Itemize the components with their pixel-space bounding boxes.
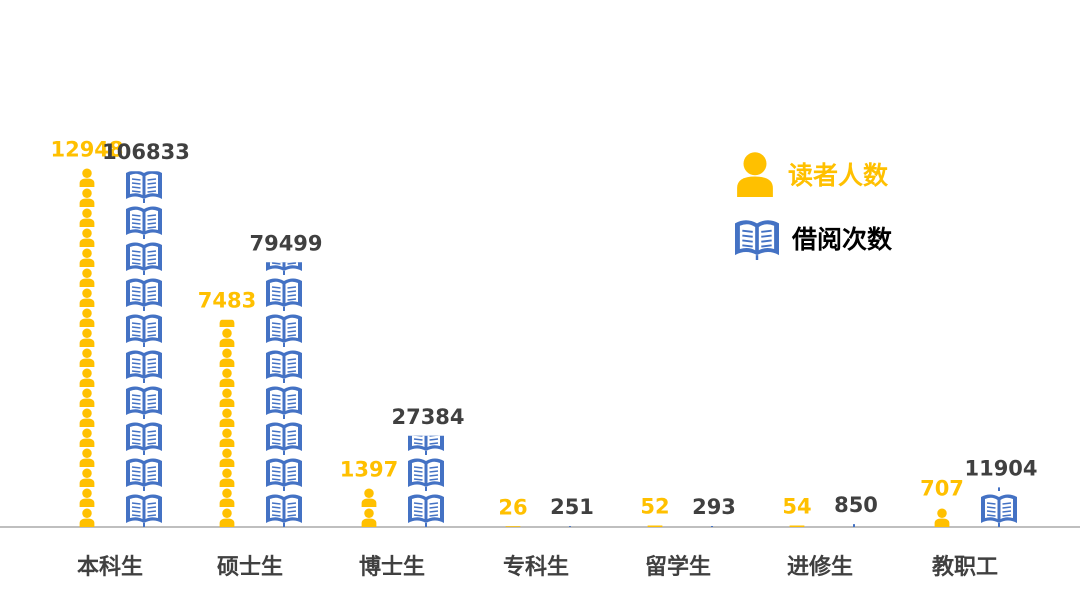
book-icon: [264, 349, 304, 383]
reader-value-label: 7483: [198, 289, 256, 313]
person-icon: [79, 288, 95, 307]
person-icon: [79, 348, 95, 367]
person-icon: [219, 328, 235, 347]
book-icon: [124, 457, 164, 491]
book-icon: [124, 313, 164, 347]
person-icon: [219, 428, 235, 447]
loan-value-label: 850: [834, 493, 878, 517]
person-icon: [219, 388, 235, 407]
book-icon: [981, 423, 1017, 456]
book-icon: [264, 457, 304, 491]
book-icon: [732, 216, 782, 260]
person-icon: [79, 368, 95, 387]
book-icon: [406, 457, 446, 491]
book-icon: [124, 385, 164, 419]
person-icon: [79, 228, 95, 247]
reader-value-label: 1397: [340, 457, 398, 481]
person-icon: [79, 208, 95, 227]
book-icon: [264, 421, 304, 455]
person-icon: [79, 488, 95, 507]
book-icon: [552, 459, 588, 492]
reader-bar: [219, 319, 235, 527]
book-icon: [124, 349, 164, 383]
person-icon: [219, 468, 235, 487]
person-icon: [79, 448, 95, 467]
book-icon: [406, 493, 446, 527]
book-icon: [124, 241, 164, 275]
legend-label-readers: 读者人数: [788, 161, 889, 190]
person-icon: [79, 328, 95, 347]
book-icon: [264, 277, 304, 311]
loan-value-label: 251: [550, 495, 594, 519]
person-icon: [732, 151, 778, 197]
legend-item-loans: 借阅次数: [732, 216, 892, 260]
person-icon: [79, 268, 95, 287]
reader-value-label: 26: [498, 495, 527, 519]
loan-value-label: 293: [692, 495, 736, 519]
book-icon: [694, 459, 730, 492]
person-icon: [219, 448, 235, 467]
book-icon: [124, 205, 164, 239]
book-icon: [264, 385, 304, 419]
reader-value-label: 54: [782, 495, 811, 519]
category-label: 博士生: [359, 554, 425, 580]
category-label: 进修生: [787, 554, 853, 580]
book-icon: [836, 459, 872, 492]
loan-bar: [124, 171, 164, 527]
category-label: 教职工: [932, 554, 998, 580]
book-icon: [124, 493, 164, 527]
person-icon: [79, 308, 95, 327]
person-icon: [934, 508, 950, 527]
book-icon: [979, 493, 1019, 527]
person-icon: [79, 408, 95, 427]
person-icon: [79, 508, 95, 527]
legend-item-readers: 读者人数: [732, 152, 892, 196]
person-icon: [79, 168, 95, 187]
category-label: 硕士生: [217, 555, 283, 580]
person-icon: [219, 408, 235, 427]
category-label: 专科生: [503, 554, 569, 580]
person-icon: [361, 488, 377, 507]
person-icon: [79, 188, 95, 207]
person-icon: [79, 468, 95, 487]
category-label: 本科生: [77, 555, 143, 580]
loan-value-label: 27384: [391, 405, 464, 429]
reader-value-label: 12948: [50, 137, 123, 161]
person-icon: [219, 368, 235, 387]
reader-value-label: 52: [640, 495, 669, 519]
reader-value-label: 707: [920, 476, 964, 500]
person-icon: [361, 508, 377, 527]
book-icon: [264, 313, 304, 347]
book-icon: [124, 171, 164, 203]
legend: 读者人数 借阅次数: [732, 152, 892, 280]
book-icon: [124, 421, 164, 455]
loan-value-label: 11904: [964, 456, 1037, 480]
legend-label-loans: 借阅次数: [792, 225, 893, 254]
person-icon: [79, 388, 95, 407]
person-icon: [219, 488, 235, 507]
person-icon: [219, 348, 235, 367]
book-icon: [264, 493, 304, 527]
person-icon: [219, 508, 235, 527]
loan-value-label: 79499: [249, 231, 322, 255]
reader-bar: [79, 168, 95, 527]
book-icon: [124, 277, 164, 311]
loan-value-label: 106833: [102, 140, 190, 164]
category-label: 留学生: [645, 554, 711, 580]
person-icon: [79, 248, 95, 267]
person-icon: [79, 428, 95, 447]
